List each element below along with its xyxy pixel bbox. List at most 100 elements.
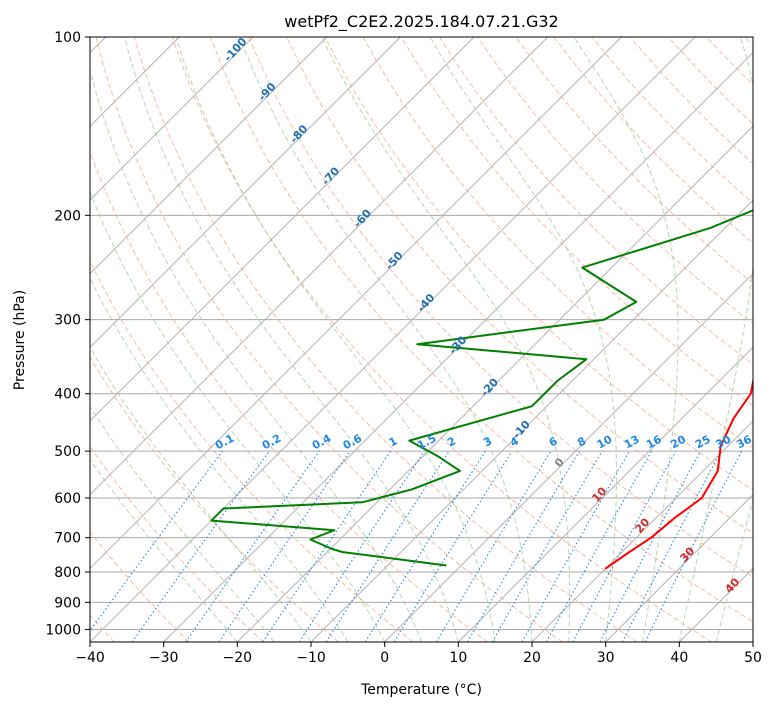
dry-adiabat-line — [744, 37, 753, 47]
dry-adiabat-line — [210, 37, 753, 623]
moist-adiabat-line — [90, 277, 349, 642]
dry-adiabat-label: -20 — [478, 375, 501, 399]
x-tick-label: −20 — [223, 650, 253, 666]
mixing-ratio-line — [262, 450, 392, 642]
moist-adiabat-line — [429, 37, 617, 642]
isotherm-line — [90, 37, 475, 422]
moist-adiabat-line — [175, 37, 496, 642]
mixing-ratio-line — [393, 450, 513, 642]
dry-adiabat-label: 30 — [677, 544, 697, 564]
mixing-ratio-line — [467, 450, 580, 642]
y-tick-label: 100 — [54, 30, 81, 46]
dry-adiabat-label: -50 — [383, 249, 406, 273]
y-tick-label: 700 — [54, 531, 81, 547]
isotherm-line — [90, 37, 622, 569]
mixing-ratio-label: 0.4 — [310, 432, 334, 453]
dry-adiabat-label: -60 — [351, 207, 374, 231]
dry-adiabat-line — [248, 37, 753, 578]
dry-adiabat-line — [400, 37, 753, 407]
isotherm-line — [237, 125, 753, 642]
dewpoint-line — [210, 209, 753, 567]
x-tick-label: 20 — [523, 650, 541, 666]
mixing-ratio-label: 1 — [387, 434, 400, 449]
mixing-ratio-label: 13 — [622, 433, 642, 452]
y-tick-label: 800 — [54, 565, 81, 581]
mixing-ratio-label: 25 — [693, 433, 713, 452]
axes: −40 −30 −20 −10 0 10 20 30 40 5010009008007006005… — [45, 30, 762, 666]
mixing-ratio-label: 0.1 — [213, 432, 236, 453]
dry-adiabat-line — [515, 37, 753, 284]
isotherm-line — [90, 37, 254, 201]
y-axis-label: Pressure (hPa) — [12, 290, 28, 390]
mixing-ratio-line — [572, 450, 677, 642]
moist-adiabat-line — [321, 37, 571, 642]
mixing-ratio-label: 8 — [575, 434, 588, 449]
dry-adiabat-label: 0 — [552, 455, 567, 470]
mixing-ratio-line — [298, 450, 425, 642]
mixing-ratio-line — [90, 450, 223, 632]
isotherm-line — [90, 37, 401, 348]
mixing-ratio-line — [545, 450, 653, 642]
moist-adiabat-line — [90, 67, 422, 642]
x-tick-label: 40 — [670, 650, 688, 666]
dry-adiabat-line — [90, 356, 339, 642]
mixing-ratio-label: 10 — [595, 433, 615, 452]
isotherm-line — [605, 494, 753, 642]
dry-adiabat-line — [90, 445, 264, 642]
dry-adiabat-line — [90, 259, 414, 642]
moist-adiabat-line — [715, 498, 753, 642]
mixing-ratio-label: 2 — [445, 434, 458, 449]
x-tick-label: 0 — [380, 650, 389, 666]
dry-adiabat-line — [95, 37, 563, 642]
x-axis-label: Temperature (°C) — [360, 682, 482, 698]
mixing-ratio-line — [185, 450, 320, 642]
dry-adiabat-line — [706, 37, 753, 86]
x-tick-label: 50 — [744, 650, 762, 666]
background-lines — [90, 37, 753, 642]
y-tick-label: 600 — [54, 491, 81, 507]
isotherm-line — [458, 346, 753, 642]
temperature-line — [604, 376, 753, 570]
isotherm-line — [90, 37, 548, 496]
moist-adiabat-line — [90, 190, 386, 642]
mixing-ratio-label: 3 — [481, 434, 494, 449]
chart-title: wetPf2_C2E2.2025.184.07.21.G32 — [284, 12, 558, 32]
mixing-ratio-line — [435, 450, 552, 642]
dry-adiabat-line — [171, 37, 712, 642]
moist-adiabat-line — [90, 458, 238, 642]
mixing-ratio-line — [521, 450, 630, 642]
mixing-ratio-line — [131, 450, 270, 642]
series-layer — [210, 209, 753, 570]
dry-adiabat-line — [90, 531, 190, 642]
mixing-ratio-label: 16 — [644, 433, 664, 452]
mixing-ratio-label: 36 — [734, 433, 754, 452]
moist-adiabat-line — [90, 346, 312, 642]
mixing-ratio-label: 20 — [668, 433, 688, 452]
isotherm-line — [384, 273, 753, 642]
moist-adiabat-line — [90, 405, 275, 642]
dry-adiabat-label: 40 — [722, 575, 742, 595]
x-tick-label: −10 — [296, 650, 326, 666]
isotherm-line — [531, 420, 753, 642]
x-tick-label: −40 — [75, 650, 105, 666]
moist-adiabat-line — [124, 37, 459, 642]
mixing-ratio-label: 6 — [547, 434, 560, 449]
isotherm-line — [90, 37, 327, 275]
plot-frame — [89, 36, 754, 643]
isotherm-line — [752, 641, 753, 642]
dry-adiabat-label: 20 — [632, 515, 652, 535]
y-tick-label: 300 — [54, 313, 81, 329]
mixing-ratio-label: 0.6 — [341, 432, 365, 453]
dry-adiabat-label: 10 — [589, 484, 609, 504]
moist-adiabat-line — [573, 37, 679, 642]
mixing-ratio-label: 1.5 — [415, 432, 438, 453]
x-tick-label: −30 — [149, 650, 179, 666]
y-tick-label: 400 — [54, 387, 81, 403]
y-tick-label: 200 — [54, 208, 81, 224]
dry-adiabat-label: -40 — [415, 291, 438, 315]
isotherm-line — [310, 199, 753, 642]
moist-adiabat-line — [239, 37, 533, 642]
mixing-ratio-label: 0.2 — [260, 432, 283, 453]
y-tick-label: 500 — [54, 444, 81, 460]
